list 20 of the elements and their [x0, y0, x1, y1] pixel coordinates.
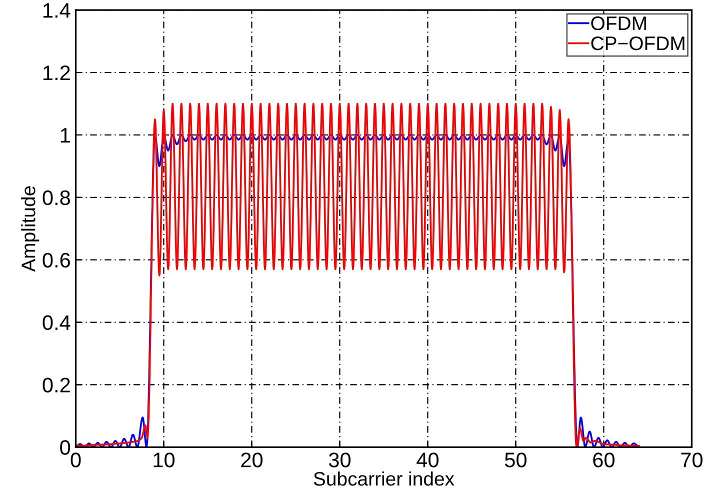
- x-tick-label: 40: [416, 452, 439, 468]
- y-tick-label: 0.8: [42, 190, 70, 206]
- x-tick-label: 70: [681, 452, 702, 468]
- x-tick-label: 60: [593, 452, 614, 468]
- legend-label: CP−OFDM: [591, 36, 684, 50]
- x-tick-label: 50: [504, 452, 526, 468]
- y-tick-label: 1: [60, 128, 70, 142]
- legend-label: OFDM: [591, 16, 646, 30]
- x-tick-label: 10: [154, 452, 175, 468]
- y-tick-label: 1.4: [44, 3, 70, 18]
- x-tick-label: 0: [70, 452, 81, 468]
- x-axis-title: Subcarrier index: [314, 471, 454, 486]
- x-tick-label: 20: [241, 452, 263, 468]
- y-tick-label: 0.2: [42, 378, 70, 392]
- y-tick-label: 1.2: [44, 66, 70, 80]
- x-tick-label: 30: [328, 452, 351, 468]
- y-tick-label: 0.6: [42, 252, 70, 268]
- y-tick-label: 0.4: [42, 315, 70, 330]
- y-tick-label: 0: [60, 440, 70, 455]
- y-axis-title: Amplitude: [21, 186, 40, 272]
